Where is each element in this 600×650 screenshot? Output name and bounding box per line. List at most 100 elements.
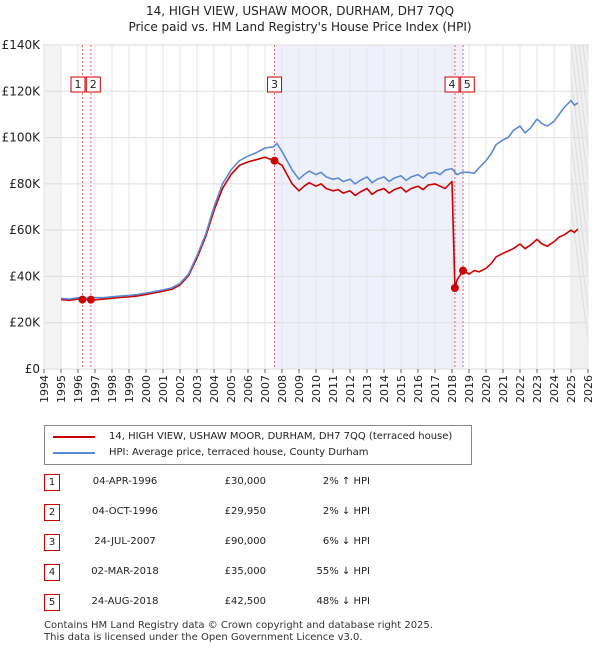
x-tick-label: 2003 <box>191 375 204 403</box>
forecast-hatch <box>595 45 600 365</box>
sale-point <box>459 266 468 275</box>
footer-line-licence: This data is licensed under the Open Gov… <box>44 632 363 643</box>
hpi-line <box>60 99 579 300</box>
forecast-hatch <box>571 72 588 218</box>
sale-number-badge: 4 <box>44 564 60 581</box>
legend-swatch-hpi <box>53 452 95 454</box>
x-tick-label: 2022 <box>514 375 527 403</box>
sale-hpi-diff: 55% ↓ HPI <box>316 566 370 577</box>
legend-label-property: 14, HIGH VIEW, USHAW MOOR, DURHAM, DH7 7… <box>109 431 453 442</box>
sale-number-badge: 2 <box>44 504 60 521</box>
sale-number-badge: 5 <box>44 594 60 611</box>
y-tick-label: £60K <box>9 223 41 237</box>
sale-number-badge: 1 <box>44 474 60 491</box>
y-tick-label: £100K <box>2 131 42 145</box>
chart-legend: 14, HIGH VIEW, USHAW MOOR, DURHAM, DH7 7… <box>44 425 472 465</box>
sale-point <box>450 284 459 292</box>
sale-label-box <box>459 76 475 93</box>
x-tick-label: 2017 <box>429 375 442 403</box>
sale-label-box <box>70 76 86 93</box>
x-tick-label: 2020 <box>480 375 493 403</box>
sale-label-number: 4 <box>449 78 456 91</box>
sale-price: £35,000 <box>224 566 266 577</box>
x-tick-label: 2018 <box>446 375 459 403</box>
x-tick-label: 2024 <box>548 375 561 403</box>
sale-date: 04-OCT-1996 <box>92 506 158 517</box>
x-tick-label: 2008 <box>276 375 289 403</box>
sale-label-number: 5 <box>464 78 471 91</box>
forecast-hatch <box>586 45 588 58</box>
sale-date: 02-MAR-2018 <box>91 566 159 577</box>
x-tick-label: 2025 <box>565 375 578 403</box>
x-tick-label: 1994 <box>38 375 51 403</box>
y-tick-label: £40K <box>9 269 41 283</box>
chart-title: 14, HIGH VIEW, USHAW MOOR, DURHAM, DH7 7… <box>145 4 455 18</box>
x-tick-label: 2013 <box>361 375 374 403</box>
sale-hpi-diff: 48% ↓ HPI <box>316 596 370 607</box>
forecast-hatch <box>571 136 588 282</box>
table-row: 3 24-JUL-2007 £90,000 6% ↓ HPI <box>0 532 600 552</box>
sale-label-box <box>267 76 283 93</box>
forecast-hatch <box>578 45 588 122</box>
forecast-hatch <box>574 45 588 154</box>
x-tick-label: 2015 <box>395 375 408 403</box>
sale-hpi-diff: 6% ↓ HPI <box>322 536 370 547</box>
x-tick-label: 1999 <box>123 375 136 403</box>
forecast-hatch <box>571 168 588 314</box>
y-tick-label: £0 <box>25 362 40 376</box>
footer-line-copyright: Contains HM Land Registry data © Crown c… <box>44 620 433 631</box>
sale-label-box <box>85 76 101 93</box>
sale-label-number: 1 <box>75 78 82 91</box>
sale-label-box <box>444 76 460 93</box>
x-tick-label: 2004 <box>208 375 221 403</box>
sale-price: £90,000 <box>224 536 266 547</box>
sale-number-badge: 3 <box>44 534 60 551</box>
x-tick-label: 2026 <box>582 375 595 403</box>
table-row: 1 04-APR-1996 £30,000 2% ↑ HPI <box>0 472 600 492</box>
x-tick-label: 1995 <box>55 375 68 403</box>
x-tick-label: 2006 <box>242 375 255 403</box>
property-price-line <box>60 156 579 302</box>
sale-hpi-diff: 2% ↓ HPI <box>322 506 370 517</box>
sale-date: 24-AUG-2018 <box>91 596 159 607</box>
y-tick-label: £80K <box>9 177 41 191</box>
table-row: 2 04-OCT-1996 £29,950 2% ↓ HPI <box>0 502 600 522</box>
sale-date: 04-APR-1996 <box>92 476 158 487</box>
x-tick-label: 1996 <box>72 375 85 403</box>
footer-attribution: Contains HM Land Registry data © Crown c… <box>44 620 433 644</box>
table-row: 4 02-MAR-2018 £35,000 55% ↓ HPI <box>0 562 600 582</box>
no-data-region <box>44 45 61 369</box>
forecast-hatch <box>571 200 588 346</box>
sale-point <box>78 295 87 304</box>
chart-subtitle: Price paid vs. HM Land Registry's House … <box>128 20 472 34</box>
x-tick-label: 2001 <box>157 375 170 403</box>
highlight-span <box>274 45 464 369</box>
sale-price: £29,950 <box>224 506 266 517</box>
sale-price: £30,000 <box>224 476 266 487</box>
x-tick-label: 2011 <box>327 375 340 403</box>
x-tick-label: 2014 <box>378 375 391 403</box>
sale-price: £42,500 <box>224 596 266 607</box>
y-tick-label: £120K <box>2 84 42 98</box>
forecast-hatch <box>571 104 588 250</box>
legend-label-hpi: HPI: Average price, terraced house, Coun… <box>109 447 369 458</box>
y-tick-label: £20K <box>9 316 41 330</box>
forecast-hatch <box>571 45 588 186</box>
x-tick-label: 2019 <box>463 375 476 403</box>
x-tick-label: 2000 <box>140 375 153 403</box>
sale-point <box>86 295 95 304</box>
x-tick-label: 2023 <box>531 375 544 403</box>
sale-point <box>270 156 279 165</box>
x-tick-label: 1998 <box>106 375 119 403</box>
x-tick-label: 1997 <box>89 375 102 403</box>
x-tick-label: 2010 <box>310 375 323 403</box>
table-row: 5 24-AUG-2018 £42,500 48% ↓ HPI <box>0 592 600 612</box>
sale-date: 24-JUL-2007 <box>94 536 156 547</box>
x-tick-label: 2012 <box>344 375 357 403</box>
x-tick-label: 2009 <box>293 375 306 403</box>
x-tick-label: 2002 <box>174 375 187 403</box>
sale-label-number: 3 <box>271 78 278 91</box>
x-tick-label: 2016 <box>412 375 425 403</box>
x-tick-label: 2005 <box>225 375 238 403</box>
